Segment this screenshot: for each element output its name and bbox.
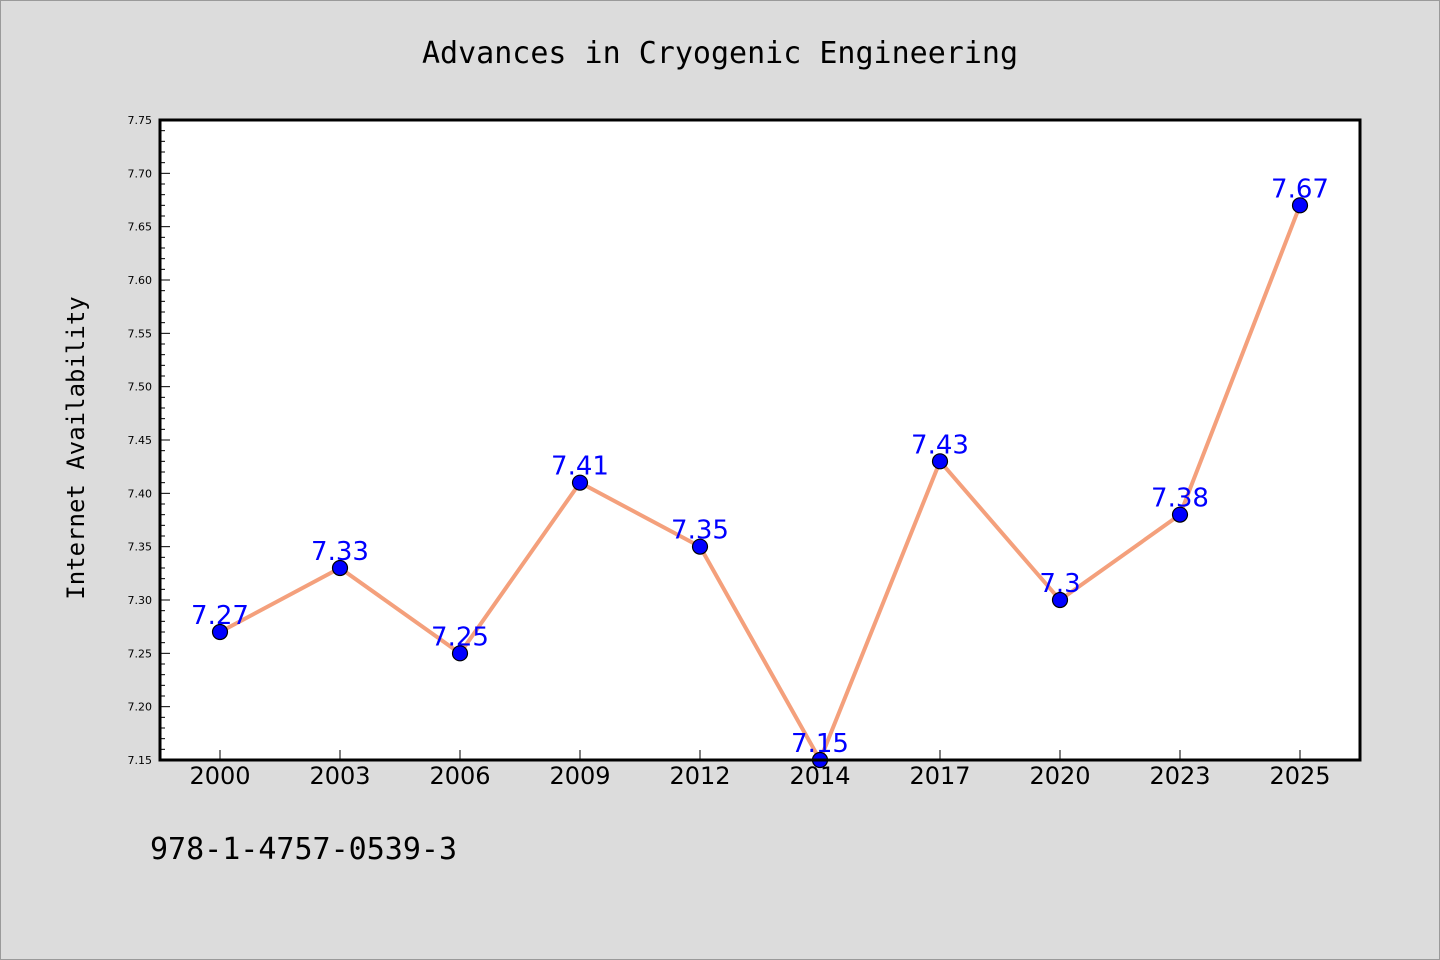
y-axis-label: Internet Availability	[62, 296, 90, 599]
data-label: 7.3	[1039, 569, 1080, 599]
y-tick-label: 7.70	[128, 167, 153, 180]
x-tick-label: 2006	[429, 762, 490, 790]
data-label: 7.15	[791, 729, 849, 759]
data-label: 7.35	[671, 516, 729, 546]
y-tick-label: 7.20	[128, 701, 153, 714]
y-tick-label: 7.15	[128, 754, 153, 767]
data-point	[451, 645, 469, 662]
isbn-text: 978-1-4757-0539-3	[150, 832, 458, 867]
data-label: 7.43	[911, 430, 969, 460]
y-tick-label: 7.30	[128, 594, 153, 607]
x-tick-label: 2017	[909, 762, 970, 790]
data-point	[211, 623, 229, 641]
series-line-group	[218, 203, 1302, 762]
chart-title: Advances in Cryogenic Engineering	[422, 36, 1018, 71]
y-tick-label: 7.60	[128, 274, 153, 287]
data-point	[331, 559, 349, 577]
data-label: 7.27	[191, 601, 249, 631]
x-axis: 2000 2003 2006 2009 2012 2014 2017 2020 2023 2025	[189, 750, 1331, 790]
y-tick-label: 7.55	[128, 327, 153, 340]
data-point	[571, 474, 589, 491]
data-label: 7.41	[551, 452, 609, 482]
series-line	[218, 203, 1302, 762]
y-tick-label: 7.75	[128, 114, 153, 127]
x-tick-label: 2003	[309, 762, 370, 790]
data-point	[1171, 506, 1189, 523]
data-label: 7.25	[431, 622, 489, 652]
plot-area	[160, 120, 1360, 760]
data-label: 7.33	[311, 537, 369, 567]
plot-border	[158, 118, 1362, 762]
y-tick-label: 7.50	[128, 381, 153, 394]
data-point	[1291, 197, 1309, 214]
x-tick-label: 2025	[1269, 762, 1330, 790]
y-tick-label: 7.45	[128, 434, 153, 447]
data-point	[931, 453, 949, 470]
y-tick-label: 7.25	[128, 647, 153, 660]
data-label: 7.38	[1151, 484, 1209, 514]
x-tick-label: 2000	[189, 762, 250, 790]
y-tick-label: 7.40	[128, 487, 153, 500]
x-tick-label: 2012	[669, 762, 730, 790]
x-tick-label: 2023	[1149, 762, 1210, 790]
data-point	[1051, 591, 1069, 609]
x-tick-label: 2009	[549, 762, 610, 790]
y-tick-label: 7.35	[128, 541, 153, 554]
data-label-group: 7.27 7.33 7.25 7.41 7.35 7.15 7.43 7.3 7.38 7.67	[191, 174, 1329, 759]
marker-group	[211, 197, 1309, 769]
data-point	[691, 538, 709, 555]
data-label: 7.67	[1271, 174, 1329, 204]
x-tick-label: 2020	[1029, 762, 1090, 790]
y-tick-label: 7.65	[128, 221, 153, 234]
